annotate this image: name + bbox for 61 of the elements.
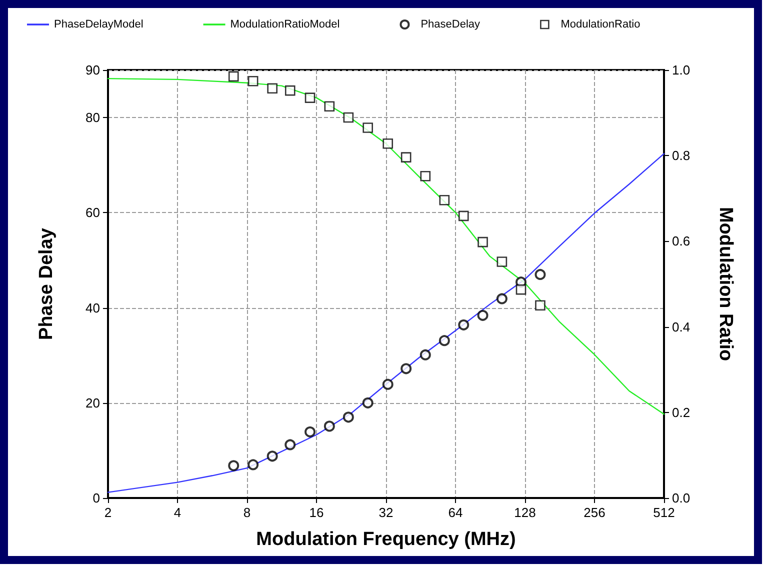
point [324, 420, 335, 432]
point [496, 256, 508, 267]
point [439, 194, 450, 206]
point [438, 335, 450, 346]
point [304, 426, 316, 438]
y-axis-title: Phase Delay [36, 228, 57, 340]
point [382, 138, 394, 149]
y-tick-label: 20 [86, 395, 100, 410]
x-tick-label: 256 [584, 505, 606, 520]
y2-tick-label: 1.0 [672, 62, 690, 78]
point [267, 83, 278, 94]
legend-label: ModulationRatio [560, 18, 640, 30]
point [284, 85, 296, 96]
point [248, 459, 259, 470]
legend-label: ModulationRatioModel [230, 18, 340, 30]
point [420, 170, 431, 182]
point [478, 236, 488, 248]
x-tick-label: 512 [653, 505, 675, 520]
point [284, 439, 296, 450]
point [342, 412, 354, 423]
point [324, 101, 335, 112]
point [362, 122, 373, 133]
point [228, 71, 239, 82]
y-tick-label: 80 [86, 110, 100, 126]
legend-label: PhaseDelayModel [54, 18, 144, 30]
y2-tick-label: 0.6 [672, 234, 690, 249]
point [477, 310, 488, 321]
point [534, 268, 546, 280]
point [458, 210, 469, 222]
point [400, 363, 412, 374]
x-tick-label: 128 [514, 505, 536, 520]
point [420, 349, 431, 360]
x-tick-label: 4 [174, 505, 182, 520]
point [382, 378, 394, 390]
point [496, 293, 508, 304]
legend-label: PhaseDelay [420, 18, 481, 30]
point [400, 152, 412, 162]
x-tick-label: 32 [378, 505, 394, 520]
point [516, 284, 526, 295]
x-axis-title: Modulation Frequency (MHz) [256, 529, 516, 550]
y-tick-label: 60 [86, 205, 100, 220]
point [228, 460, 240, 472]
point [248, 76, 258, 86]
x-tick-label: 16 [309, 505, 324, 520]
point [343, 112, 354, 123]
y2-tick-label: 0.0 [672, 490, 690, 506]
x-tick-label: 8 [243, 505, 251, 520]
point [362, 397, 374, 408]
point [266, 450, 278, 462]
y-tick-label: 40 [86, 300, 100, 316]
y2-tick-label: 0.8 [672, 148, 690, 164]
point [304, 92, 316, 103]
y2-tick-label: 0.4 [672, 319, 690, 334]
y-tick-label: 0 [92, 490, 100, 506]
point [535, 300, 546, 311]
y-tick-label: 90 [86, 62, 100, 78]
y2-tick-label: 0.2 [672, 404, 690, 420]
y2-axis-title: Modulation Ratio [715, 206, 736, 362]
point [458, 319, 470, 330]
x-tick-label: 64 [448, 505, 463, 520]
x-tick-label: 2 [104, 505, 112, 520]
